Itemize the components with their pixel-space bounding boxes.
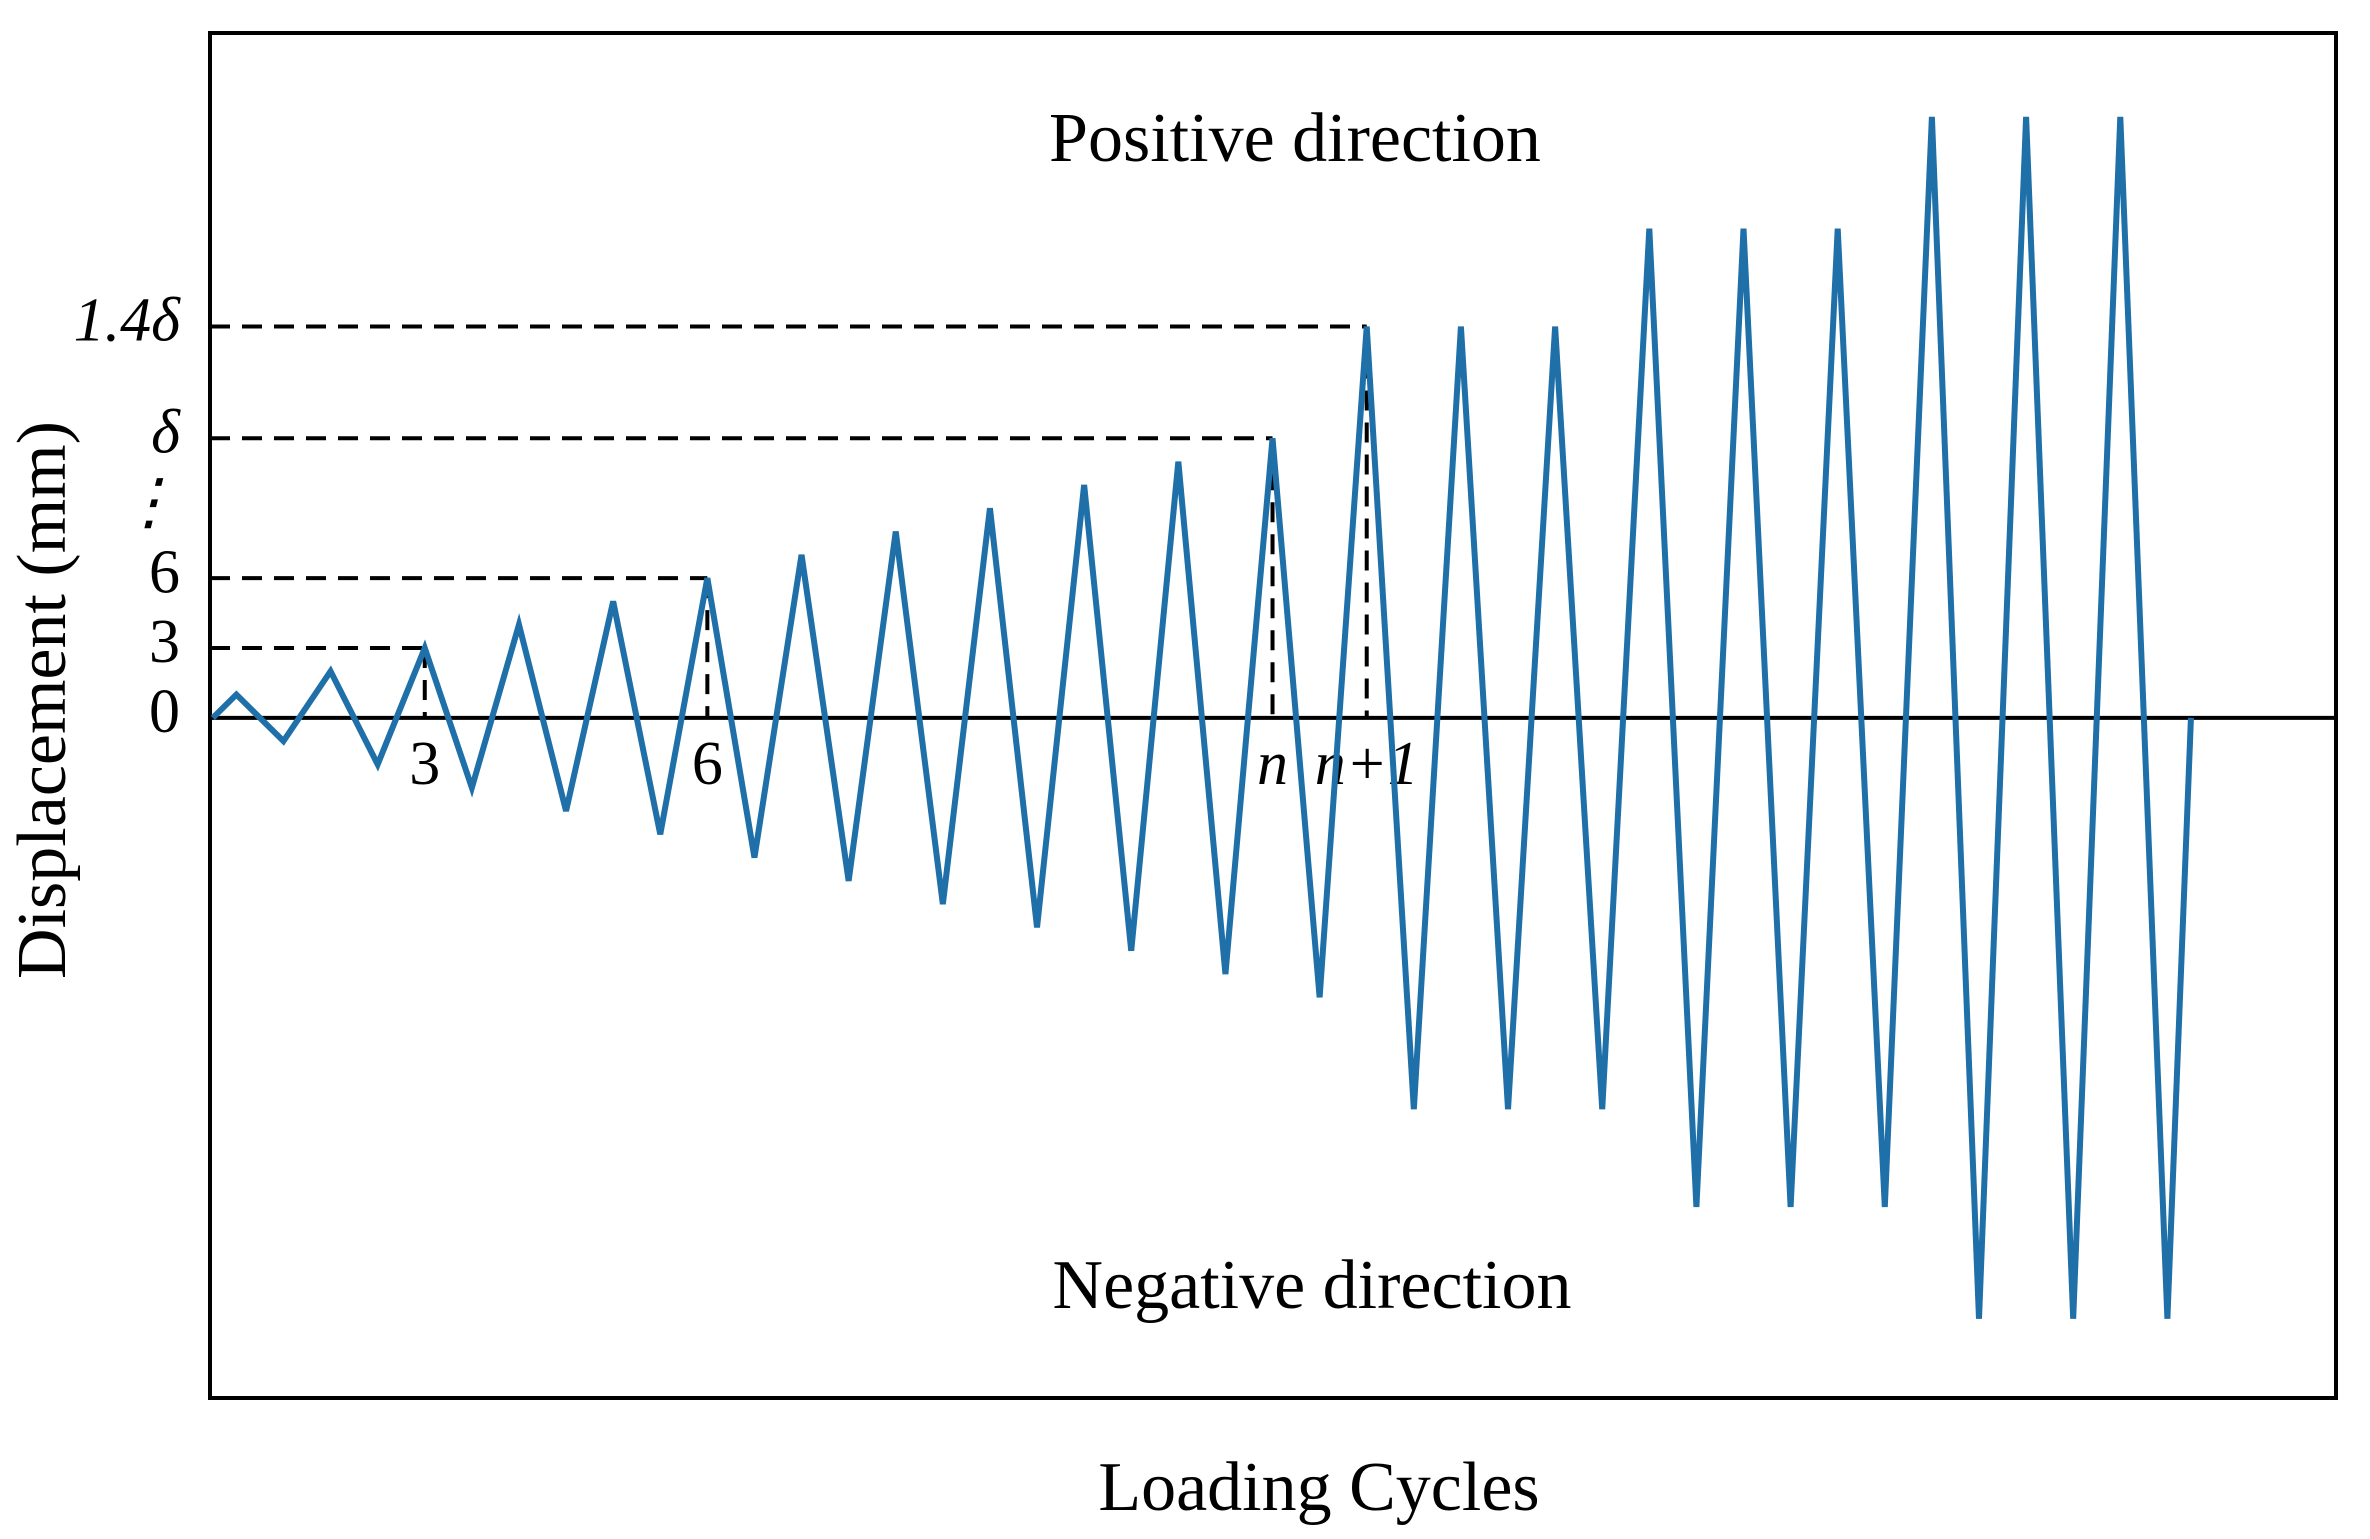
y-tick-label: 6 xyxy=(149,538,180,606)
data-line xyxy=(210,116,2194,1319)
y-tick-label: 3 xyxy=(149,608,180,676)
y-tick-label: 1.4δ xyxy=(74,287,182,355)
x-tick-label: n xyxy=(1257,730,1288,798)
y-axis-label: Displacement (mm) xyxy=(4,421,81,979)
y-tick-label: 0 xyxy=(149,678,180,746)
annotation: Positive direction xyxy=(1049,100,1541,177)
annotation: Negative direction xyxy=(1053,1247,1572,1324)
y-tick-label: ⋮ xyxy=(118,468,180,536)
x-tick-label: n+1 xyxy=(1315,730,1419,798)
x-tick-label: 3 xyxy=(409,730,440,798)
y-tick-label: δ xyxy=(151,399,181,467)
x-axis-label: Loading Cycles xyxy=(1098,1449,1539,1526)
plot-frame xyxy=(208,31,2338,1400)
x-tick-label: 6 xyxy=(692,730,723,798)
